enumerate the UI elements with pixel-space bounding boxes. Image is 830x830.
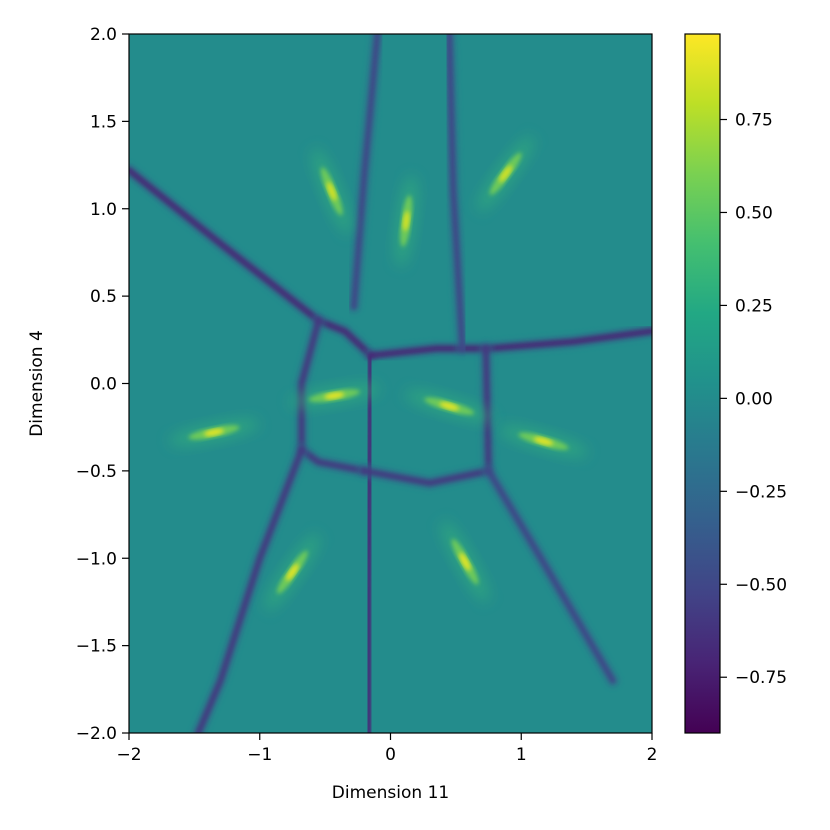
ridge-6 xyxy=(485,467,617,685)
colorbar-tick-label: 0.00 xyxy=(735,389,773,409)
peak-6 xyxy=(499,425,588,457)
peak-3 xyxy=(168,419,260,446)
peak-4 xyxy=(288,384,380,408)
y-tick-label: 0.5 xyxy=(90,287,117,307)
colorbar-tick-label: 0.25 xyxy=(735,296,773,316)
peak-1 xyxy=(395,175,417,267)
peak-0 xyxy=(312,148,351,235)
y-axis-title: Dimension 4 xyxy=(27,330,47,437)
colorbar-frame xyxy=(684,33,721,734)
y-tick-label: 0.0 xyxy=(90,375,117,395)
y-tick-label: −1.0 xyxy=(76,549,117,569)
heatmap-background xyxy=(129,34,652,733)
x-tick-label: 0 xyxy=(385,745,396,765)
y-tick-label: 1.5 xyxy=(90,112,117,132)
peak-7 xyxy=(265,534,320,611)
y-tick-label: −1.5 xyxy=(76,637,117,657)
y-tick-label: −2.0 xyxy=(76,724,117,744)
ridge-5 xyxy=(194,446,306,733)
colorbar-tick-label: −0.75 xyxy=(735,668,787,688)
plot-area xyxy=(129,34,652,733)
colorbar-tick-label: 0.75 xyxy=(735,111,773,131)
x-tick-label: −2 xyxy=(116,745,141,765)
ridge-2 xyxy=(364,352,375,733)
colorbar-tick-label: 0.50 xyxy=(735,203,773,223)
peak-2 xyxy=(477,136,534,212)
colorbar-ticks: −0.75 −0.50 −0.25 0.00 0.25 0.50 0.75 xyxy=(720,111,787,688)
ridge-7 xyxy=(350,34,381,311)
colorbar-tick-label: −0.25 xyxy=(735,482,787,502)
x-axis-title: Dimension 11 xyxy=(332,783,449,803)
ridge-8 xyxy=(445,34,466,352)
y-axis: −2.0 −1.5 −1.0 −0.5 0.0 0.5 1.0 1.5 2.0 xyxy=(76,25,129,744)
y-tick-label: −0.5 xyxy=(76,462,117,482)
peak-5 xyxy=(405,390,494,422)
colorbar-tick-label: −0.50 xyxy=(735,575,787,595)
x-tick-label: −1 xyxy=(247,745,272,765)
colorbar-gradient xyxy=(685,34,720,733)
peak-8 xyxy=(441,521,489,603)
x-tick-label: 1 xyxy=(516,745,527,765)
x-axis: −2 −1 0 1 2 xyxy=(116,733,657,765)
y-tick-label: 1.0 xyxy=(90,200,117,220)
ridge-4 xyxy=(360,345,493,487)
y-tick-label: 2.0 xyxy=(90,25,117,45)
colorbar: −0.75 −0.50 −0.25 0.00 0.25 0.50 0.75 xyxy=(684,33,787,734)
x-tick-label: 2 xyxy=(647,745,658,765)
